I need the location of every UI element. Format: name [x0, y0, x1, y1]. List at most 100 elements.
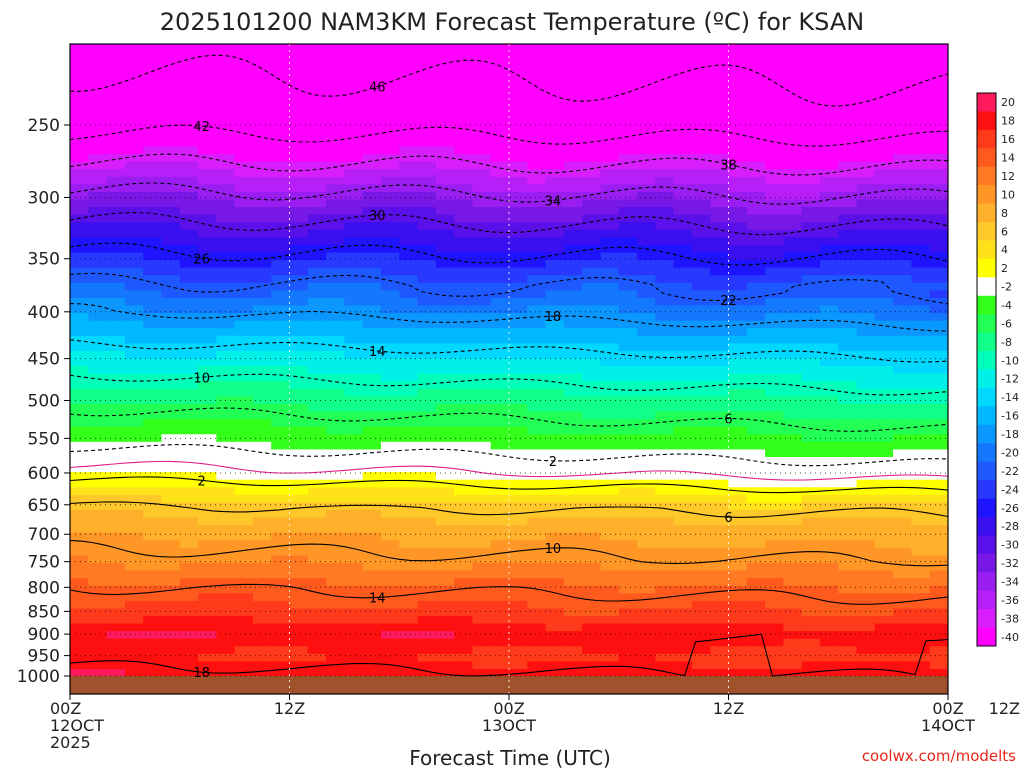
field-cell: [911, 524, 931, 533]
field-cell: [344, 516, 364, 526]
field-cell: [801, 176, 821, 185]
field-cell: [582, 577, 602, 586]
field-cell: [106, 244, 126, 253]
field-cell: [454, 130, 474, 139]
field-cell: [344, 183, 364, 192]
field-cell: [710, 388, 730, 397]
field-cell: [252, 100, 272, 109]
field-cell: [344, 320, 364, 329]
field-cell: [143, 638, 163, 647]
field-cell: [874, 282, 894, 291]
field-cell: [454, 547, 474, 556]
field-cell: [289, 289, 309, 298]
field-cell: [911, 312, 931, 321]
field-cell: [106, 494, 126, 503]
field-cell: [765, 494, 784, 503]
field-cell: [161, 168, 181, 177]
field-cell: [326, 350, 345, 359]
field-cell: [563, 403, 583, 412]
field-cell: [70, 388, 89, 397]
field-cell: [527, 342, 547, 351]
field-cell: [161, 600, 181, 609]
field-cell: [838, 206, 858, 215]
field-cell: [491, 0, 510, 3]
field-cell: [838, 471, 858, 480]
field-cell: [198, 441, 217, 450]
field-cell: [399, 191, 419, 200]
field-cell: [655, 380, 675, 389]
field-cell: [124, 168, 144, 177]
field-cell: [618, 539, 638, 548]
field-cell: [417, 532, 437, 541]
field-cell: [70, 668, 89, 677]
field-cell: [435, 145, 455, 155]
field-cell: [893, 320, 913, 329]
field-cell: [252, 274, 272, 283]
field-cell: [655, 92, 675, 102]
field-cell: [911, 274, 931, 283]
field-cell: [874, 123, 894, 132]
field-cell: [307, 70, 327, 79]
field-cell: [307, 426, 327, 435]
field-cell: [765, 509, 784, 518]
field-cell: [600, 463, 620, 473]
x-tick-label: 00Z: [50, 699, 81, 718]
field-cell: [198, 615, 217, 624]
field-cell: [307, 206, 327, 215]
field-cell: [691, 267, 711, 276]
field-cell: [399, 653, 419, 662]
field-cell: [161, 108, 181, 117]
field-cell: [783, 327, 803, 336]
field-cell: [783, 479, 803, 488]
field-cell: [801, 289, 821, 298]
field-cell: [801, 236, 821, 245]
field-cell: [582, 327, 602, 336]
field-cell: [710, 471, 730, 480]
field-cell: [801, 494, 821, 503]
field-cell: [362, 410, 382, 420]
field-cell: [124, 410, 144, 420]
field-cell: [801, 426, 821, 435]
field-cell: [380, 418, 400, 427]
field-cell: [746, 70, 766, 79]
field-cell: [856, 463, 876, 473]
field-cell: [728, 327, 748, 336]
field-cell: [362, 562, 382, 571]
field-cell: [234, 592, 254, 601]
field-cell: [618, 524, 638, 533]
field-cell: [893, 0, 912, 3]
field-cell: [216, 638, 236, 647]
field-cell: [655, 161, 675, 170]
field-cell: [344, 509, 364, 518]
field-cell: [637, 44, 656, 49]
field-cell: [728, 388, 748, 397]
field-cell: [344, 660, 364, 670]
field-cell: [106, 645, 126, 654]
field-cell: [600, 229, 620, 238]
field-cell: [874, 47, 894, 56]
field-cell: [582, 77, 602, 86]
field-cell: [801, 660, 821, 670]
field-cell: [161, 251, 181, 261]
field-cell: [307, 168, 327, 177]
field-cell: [307, 77, 327, 86]
field-cell: [911, 539, 931, 548]
field-cell: [106, 471, 126, 480]
field-cell: [143, 274, 163, 283]
field-cell: [216, 130, 236, 139]
field-cell: [582, 607, 602, 617]
field-cell: [252, 138, 272, 147]
chart-title: 2025101200 NAM3KM Forecast Temperature (…: [160, 8, 864, 36]
field-cell: [252, 259, 272, 268]
field-cell: [216, 115, 236, 124]
field-cell: [819, 312, 839, 321]
field-cell: [691, 236, 711, 245]
field-cell: [161, 342, 181, 351]
field-cell: [655, 448, 675, 457]
field-cell: [673, 509, 693, 518]
field-cell: [435, 236, 455, 245]
field-cell: [582, 403, 602, 412]
field-cell: [729, 0, 748, 3]
field-cell: [88, 403, 108, 412]
field-cell: [399, 448, 419, 457]
